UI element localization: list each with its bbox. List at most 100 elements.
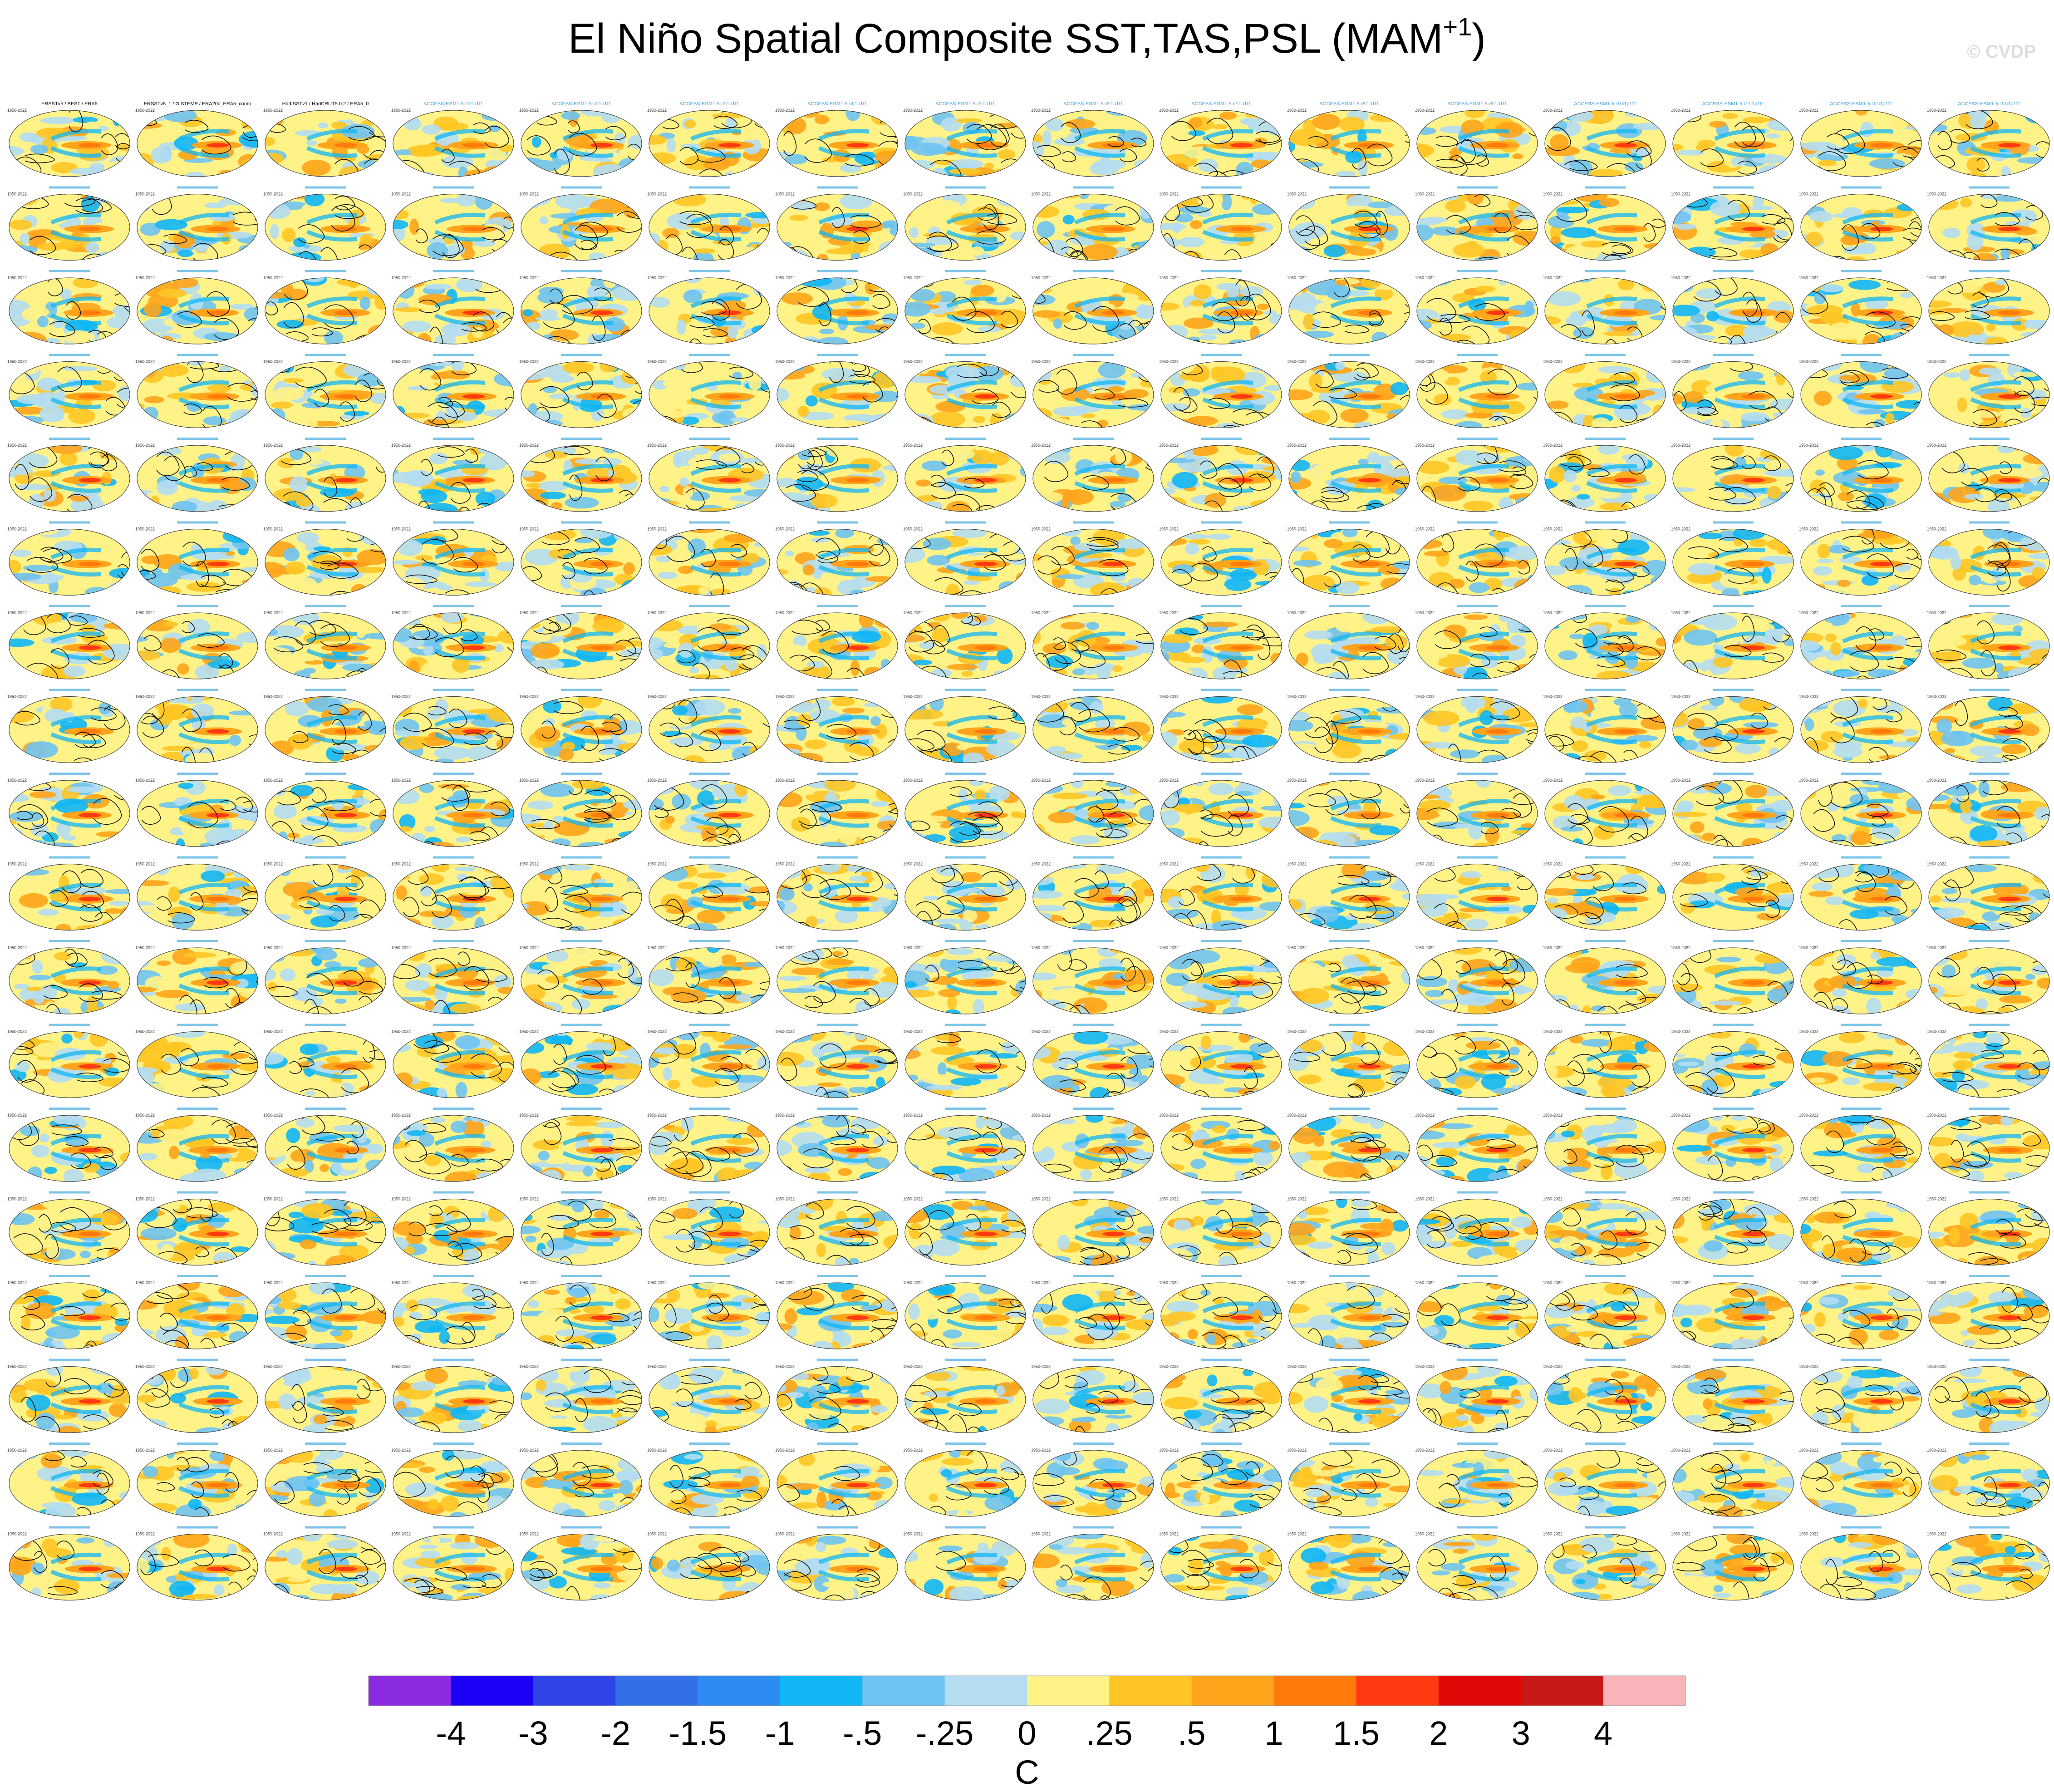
map-outline	[1288, 277, 1410, 345]
panel-period: 1950-2022	[519, 108, 539, 113]
map-outline	[1288, 1198, 1410, 1266]
map-outline	[1416, 1450, 1538, 1517]
map-outline	[1288, 1031, 1410, 1098]
panel-period: 1950-2022	[775, 1197, 795, 1201]
panel-period: 1950-2022	[1159, 1280, 1179, 1285]
map-outline	[1032, 612, 1154, 679]
map-panel: 1950-2022	[1671, 689, 1794, 763]
map-outline	[1032, 1115, 1154, 1182]
map-outline	[1032, 696, 1154, 763]
panel-period: 1950-2022	[1671, 694, 1690, 699]
panel-period: 1950-2022	[1031, 1448, 1051, 1452]
panel-period: 1950-2022	[1415, 1364, 1435, 1369]
map-outline	[649, 277, 770, 345]
map-outline	[9, 110, 130, 177]
panel-period: 1950-2022	[1287, 610, 1307, 615]
panel-period: 1950-2022	[775, 1448, 795, 1452]
map-outline	[1416, 696, 1538, 763]
map-outline	[1544, 696, 1666, 763]
map-outline	[1416, 445, 1538, 512]
map-panel: 1950-2022	[519, 1526, 642, 1601]
map-outline	[1416, 528, 1538, 596]
panel-period: 1950-2022	[519, 945, 539, 950]
map-panel: 1950-2022	[519, 1024, 642, 1098]
map-outline	[1800, 612, 1922, 679]
panel-period: 1950-2022	[135, 862, 155, 866]
map-outline	[1928, 612, 2050, 679]
panel-period: 1950-2022	[1927, 778, 1946, 783]
panel-period: 1950-2022	[7, 1113, 27, 1118]
panel-period: 1950-2022	[1671, 276, 1690, 280]
panel-period: 1950-2022	[1671, 862, 1690, 866]
map-outline	[9, 612, 130, 679]
map-panel: 1950-2022	[1159, 1191, 1282, 1266]
map-outline	[1928, 696, 2050, 763]
map-outline	[1416, 110, 1538, 177]
map-outline	[137, 1115, 258, 1182]
panel-period: 1950-2022	[647, 527, 667, 532]
map-outline	[1928, 110, 2050, 177]
panel-period: 1950-2022	[1799, 1364, 1818, 1369]
map-outline	[265, 1198, 386, 1266]
map-panel: 1950-2022	[391, 773, 514, 847]
map-panel: 1950-2022	[1287, 689, 1410, 763]
map-panel: 1950-2022	[519, 438, 642, 512]
panel-period: 1950-2022	[1543, 359, 1563, 364]
panel-period: 1950-2022	[519, 1113, 539, 1118]
panel-period: 1950-2022	[1031, 862, 1051, 866]
panel-period: 1950-2022	[1287, 108, 1307, 113]
map-outline	[1032, 947, 1154, 1014]
map-outline	[904, 863, 1026, 931]
panel-period: 1950-2022	[135, 1532, 155, 1536]
map-panel: 1950-2022	[1287, 1359, 1410, 1433]
panel-period: 1950-2022	[263, 1113, 283, 1118]
panel-period: 1950-2022	[1671, 1197, 1690, 1201]
map-outline	[521, 612, 642, 679]
map-panel: 1950-2022	[1927, 856, 2050, 931]
panel-period: 1950-2022	[135, 443, 155, 448]
panel-period: 1950-2022	[391, 359, 411, 364]
panel-period: 1950-2022	[135, 1448, 155, 1452]
map-panel: 1950-2022	[1031, 1191, 1154, 1266]
colorbar-tick-label: 2	[1429, 1714, 1448, 1752]
map-panel: 1950-2022	[1159, 1275, 1282, 1349]
map-panel: 1950-2022	[775, 773, 898, 847]
map-outline	[265, 110, 386, 177]
map-outline	[521, 1282, 642, 1349]
map-outline	[649, 1533, 770, 1601]
panel-period: 1950-2022	[7, 694, 27, 699]
panel-period: 1950-2022	[1927, 1532, 1946, 1536]
map-panel: 1950-2022	[135, 270, 258, 345]
panel-period: 1950-2022	[1031, 1197, 1051, 1201]
panel-period: 1950-2022	[1671, 1448, 1690, 1452]
panel-period: 1950-2022	[391, 1364, 411, 1369]
panel-period: 1950-2022	[1031, 359, 1051, 364]
map-panel: 1950-2022	[1927, 1108, 2050, 1182]
map-outline	[137, 947, 258, 1014]
colorbar-swatch	[615, 1676, 698, 1706]
map-panel: 1950-2022	[135, 856, 258, 931]
map-panel: 1950-2022	[1671, 354, 1794, 428]
map-outline	[1032, 1198, 1154, 1266]
map-outline	[1288, 780, 1410, 847]
figure-title-close: )	[1472, 15, 1486, 62]
map-outline	[393, 1115, 514, 1182]
map-panel: 1950-2022	[391, 1526, 514, 1601]
map-outline	[1544, 361, 1666, 428]
map-outline	[393, 361, 514, 428]
panel-period: 1950-2022	[1799, 359, 1818, 364]
panel-period: 1950-2022	[647, 1448, 667, 1452]
panel-period: 1950-2022	[903, 694, 923, 699]
map-outline	[1672, 1031, 1794, 1098]
map-panel: 1950-2022	[391, 605, 514, 679]
map-outline	[776, 612, 898, 679]
panel-period: 1950-2022	[647, 108, 667, 113]
map-outline	[649, 1450, 770, 1517]
map-panel: 1950-2022	[1415, 438, 1538, 512]
panel-period: 1950-2022	[1031, 108, 1051, 113]
map-outline	[776, 361, 898, 428]
panel-period: 1950-2022	[647, 1532, 667, 1536]
map-panel: 1950-2022	[1799, 1275, 1922, 1349]
map-outline	[1416, 612, 1538, 679]
map-outline	[1928, 193, 2050, 261]
